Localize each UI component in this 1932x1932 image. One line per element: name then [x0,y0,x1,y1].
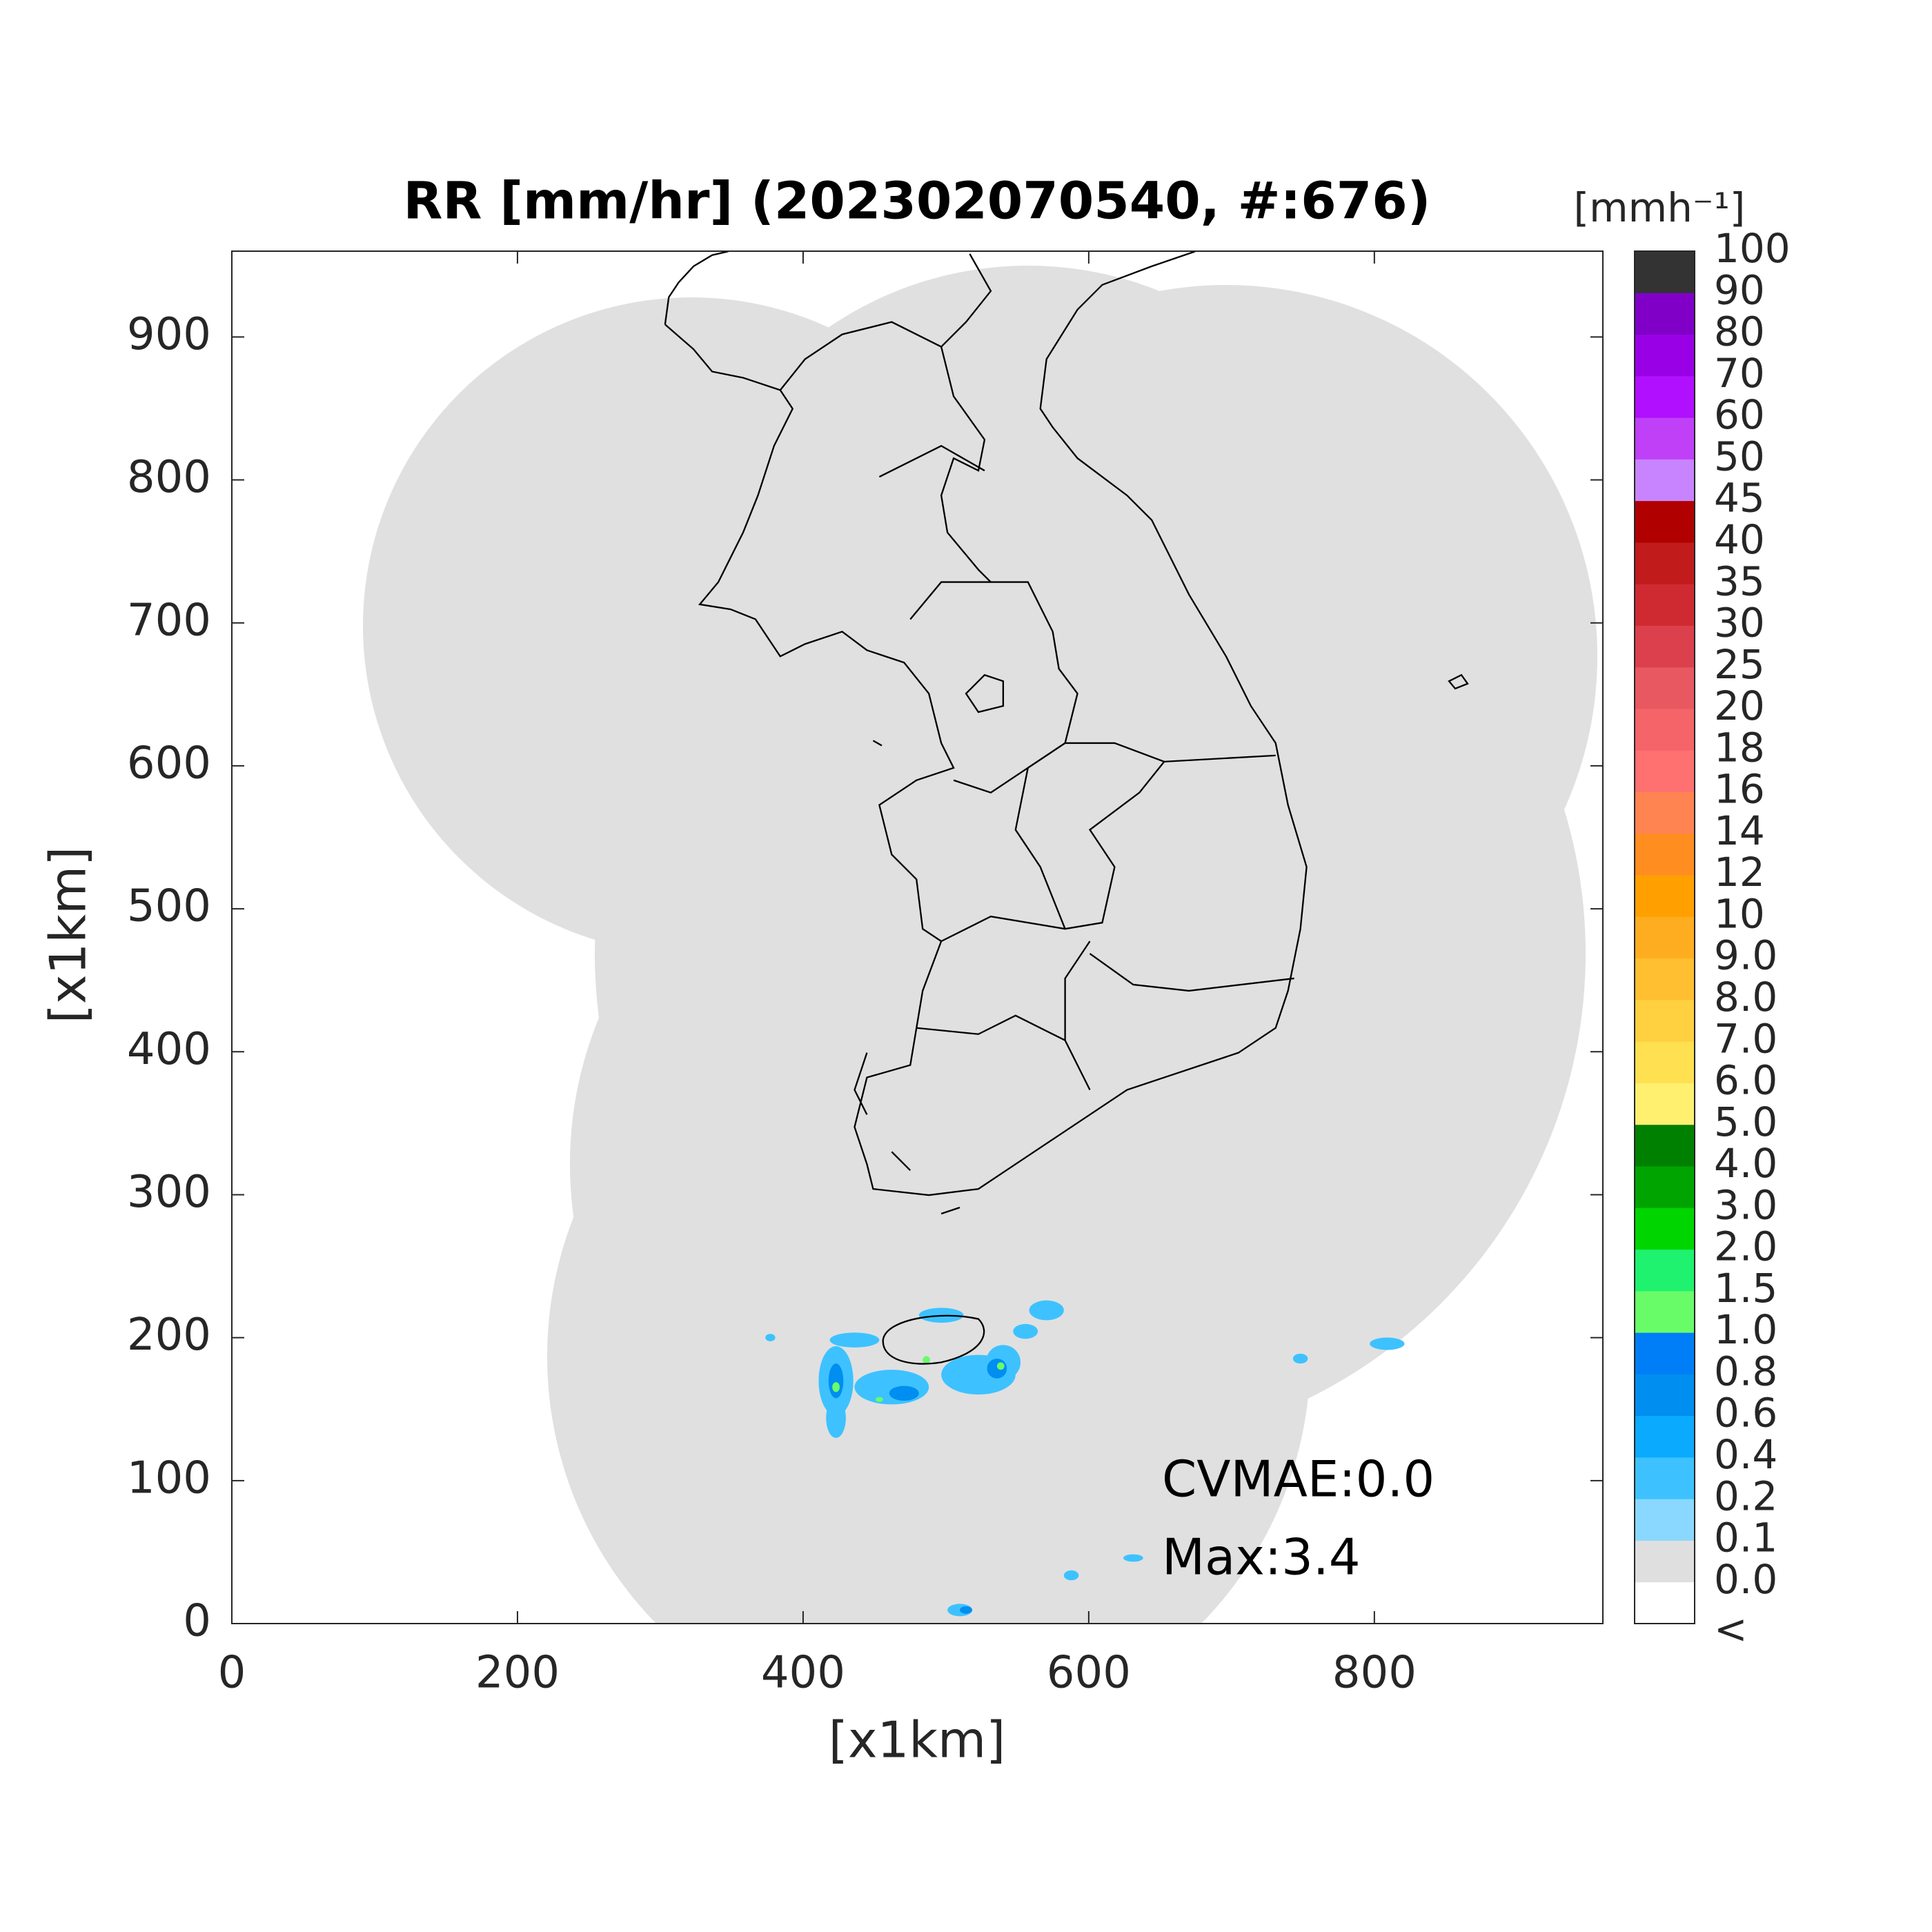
colorbar-segment [1635,584,1695,626]
colorbar-segment [1635,1208,1695,1250]
colorbar-segment [1635,1374,1695,1417]
colorbar-tick-label: 45 [1714,475,1765,522]
y-tick-label: 500 [127,881,211,932]
x-tick-label: 600 [1047,1648,1131,1699]
colorbar-segment [1635,1581,1695,1624]
x-tick-label: 0 [218,1648,246,1699]
colorbar-segment [1635,1415,1695,1458]
colorbar-segment [1635,875,1695,917]
colorbar-segment [1635,459,1695,502]
colorbar-tick-label: 2.0 [1714,1223,1777,1270]
colorbar-tick-label: 6.0 [1714,1057,1777,1104]
colorbar-tick-label: 3.0 [1714,1181,1777,1228]
colorbar-segment [1635,791,1695,834]
y-tick-label: 200 [127,1310,211,1361]
colorbar-segment [1635,1249,1695,1292]
coastlines [664,251,1469,1365]
colorbar-tick-label: 25 [1714,641,1765,688]
radar-coverage [363,266,1597,1624]
colorbar-tick-label: 1.5 [1714,1265,1777,1312]
colorbar-segment [1635,958,1695,1000]
colorbar-segment [1635,625,1695,668]
colorbar-tick-label: 50 [1714,433,1765,480]
y-tick-label: 100 [127,1452,211,1504]
y-tick-label: 0 [183,1596,211,1647]
colorbar-segment [1635,999,1695,1042]
colorbar-segment [1635,1540,1695,1583]
annotation: Max:3.4 [1162,1528,1361,1586]
colorbar-tick-label: 1.0 [1714,1306,1777,1353]
colorbar-tick-label: 70 [1714,350,1765,397]
x-tick-label: 400 [761,1648,845,1699]
colorbar-tick-label: 4.0 [1714,1140,1777,1187]
colorbar-segment [1635,1041,1695,1083]
annotation: CVMAE:0.0 [1162,1450,1435,1508]
y-tick-label: 800 [127,452,211,503]
colorbar-tick-label: 20 [1714,682,1765,729]
colorbar-tick-label: 0.1 [1714,1515,1777,1561]
colorbar-segment [1635,667,1695,709]
colorbar-tick-label: 16 [1714,766,1765,813]
colorbar-tick-label: 60 [1714,391,1765,438]
colorbar-segment [1635,1290,1695,1333]
x-tick-label: 800 [1332,1648,1417,1699]
colorbar-tick-label: 14 [1714,807,1765,854]
colorbar-tick-label: 100 [1714,225,1791,272]
colorbar-label: [mmh⁻¹] [1574,184,1746,231]
y-axis-label: [x1km] [39,847,97,1023]
colorbar-tick-label: 5.0 [1714,1098,1777,1145]
colorbar-segment [1635,1083,1695,1125]
colorbar-tick-label: 0.0 [1714,1556,1777,1603]
colorbar-tick-label: 0.4 [1714,1431,1777,1478]
colorbar-tick-label: 40 [1714,516,1765,563]
map-area [363,251,1597,1624]
colorbar-segment [1635,833,1695,876]
colorbar-tick-label: 0.8 [1714,1348,1777,1394]
colorbar-segment [1635,1332,1695,1374]
colorbar-segment [1635,916,1695,959]
colorbar-tick-label: 12 [1714,849,1765,896]
chart-title: RR [mm/hr] (202302070540, #:676) [404,172,1431,231]
rain-echoes [765,1300,1405,1617]
y-tick-label: 900 [127,309,211,360]
colorbar-segment [1635,500,1695,543]
colorbar-segment [1635,750,1695,793]
colorbar-tick-label: 0.2 [1714,1472,1777,1519]
colorbar-tick-label: 0.6 [1714,1390,1777,1437]
x-tick-label: 200 [475,1648,560,1699]
colorbar-segment [1635,293,1695,335]
x-axis-label: [x1km] [829,1711,1005,1769]
colorbar-tick-label: 7.0 [1714,1015,1777,1062]
y-tick-label: 300 [127,1167,211,1218]
colorbar-segment [1635,417,1695,460]
colorbar-segment [1635,251,1695,293]
colorbar-tick-label: 30 [1714,600,1765,647]
colorbar-segment [1635,1124,1695,1167]
y-tick-label: 400 [127,1024,211,1075]
colorbar-segment [1635,709,1695,751]
colorbar-segment [1635,375,1695,418]
colorbar-segment [1635,334,1695,377]
colorbar-tick-label: 9.0 [1714,932,1777,979]
colorbar-segment [1635,1166,1695,1208]
colorbar-tick-label: 8.0 [1714,974,1777,1021]
plot-frame [231,250,1604,1624]
colorbar-tick-label: 90 [1714,266,1765,313]
colorbar-segment [1635,542,1695,584]
colorbar-segment [1635,1499,1695,1541]
colorbar-tick-label: 10 [1714,890,1765,937]
colorbar-tick-label: 18 [1714,724,1765,771]
colorbar-tick-label: 80 [1714,308,1765,355]
colorbar-frame [1634,250,1695,1624]
colorbar-tick-label: < [1714,1606,1748,1653]
colorbar-tick-label: 35 [1714,558,1765,604]
y-tick-label: 600 [127,738,211,789]
colorbar-segment [1635,1457,1695,1499]
y-tick-label: 700 [127,595,211,646]
